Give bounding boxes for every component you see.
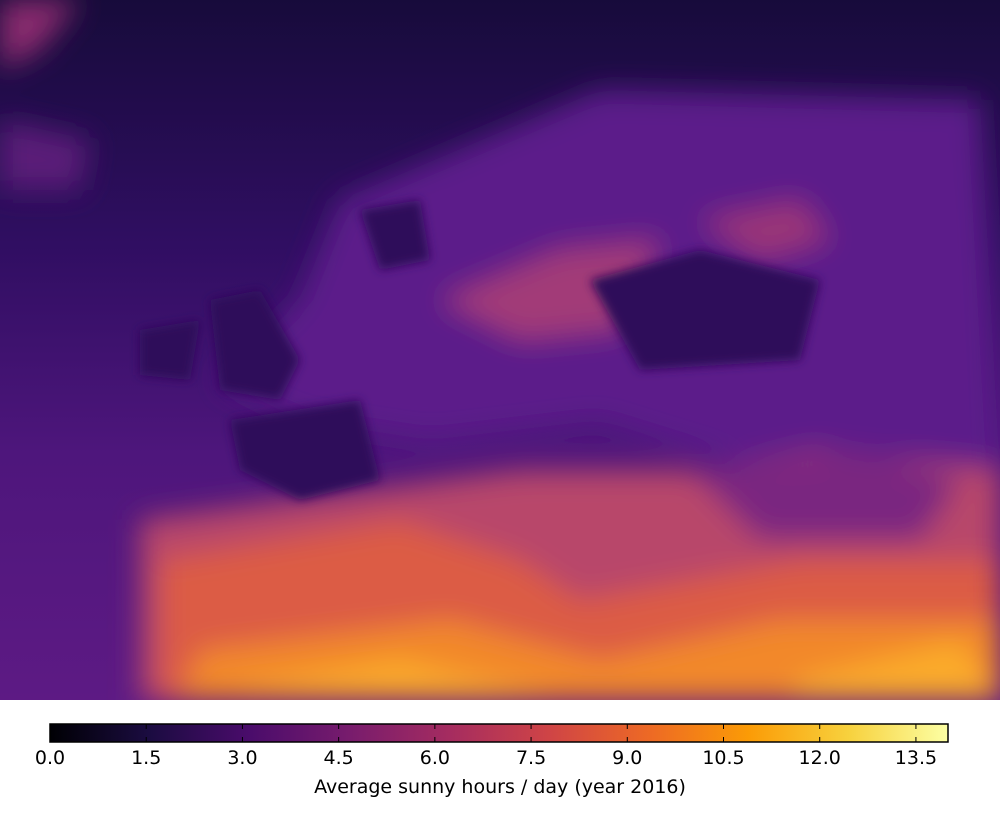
colorbar (49, 723, 949, 743)
colorbar-tick-label: 1.5 (131, 747, 161, 769)
colorbar-tick-label: 13.5 (895, 747, 937, 769)
colorbar-tick-label: 7.5 (516, 747, 546, 769)
colorbar-tick-label: 0.0 (35, 747, 65, 769)
heatmap-image (0, 0, 1000, 700)
colorbar-tick-label: 3.0 (227, 747, 257, 769)
colorbar-tick-label: 4.5 (324, 747, 354, 769)
colorbar-tick-label: 10.5 (702, 747, 744, 769)
colorbar-tick-label: 6.0 (420, 747, 450, 769)
colorbar-tick-label: 12.0 (799, 747, 841, 769)
colorbar-tick-label: 9.0 (612, 747, 642, 769)
colorbar-label: Average sunny hours / day (year 2016) (314, 776, 686, 798)
